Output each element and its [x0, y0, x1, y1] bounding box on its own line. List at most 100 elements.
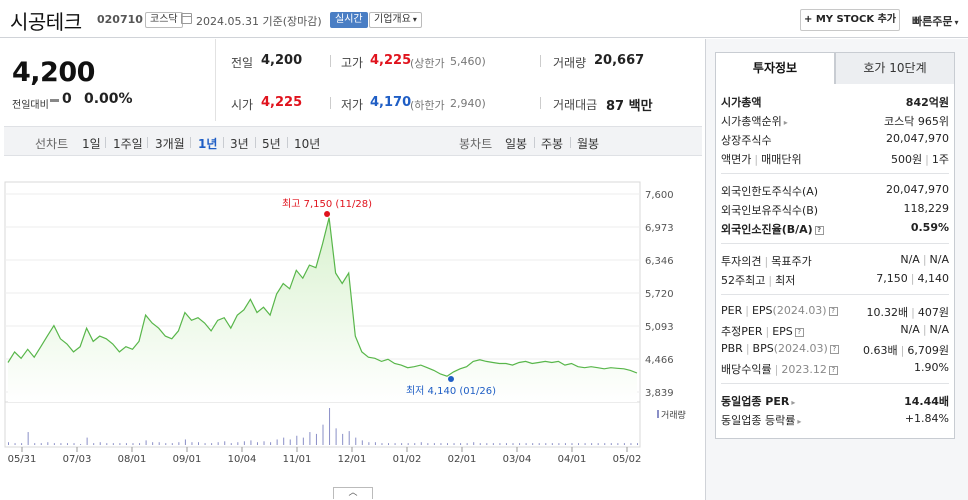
change-label: 전일대비 [12, 100, 49, 111]
volume-bar [106, 443, 108, 445]
caret-right-icon[interactable]: ▸ [791, 398, 796, 407]
low-label: 저가 [341, 98, 364, 112]
candle-chart-label: 봉차트 [459, 137, 493, 151]
company-info-label: 기업개요 [374, 14, 411, 25]
open-label: 시가 [231, 98, 254, 112]
candle-weekly[interactable]: 주봉 [541, 137, 564, 151]
industry-per-value: 14.44배 [904, 395, 949, 408]
upper-limit-label: (상한가 [410, 57, 445, 70]
x-tick-label: 11/01 [283, 454, 312, 465]
volume-label: 거래량 [553, 56, 587, 70]
per-label: PER [721, 304, 743, 317]
volume-bar [394, 443, 396, 445]
par-value: 500원 [891, 153, 923, 166]
est-per-row: 추정PER | EPS? N/A | N/A [721, 323, 949, 338]
caret-right-icon[interactable]: ▸ [783, 118, 788, 127]
help-icon[interactable]: ? [794, 327, 804, 337]
volume-bar [420, 442, 422, 445]
y-tick-label: 7,600 [645, 190, 674, 201]
market-badge: 코스닥 [145, 12, 183, 28]
period-5y[interactable]: 5년 [262, 137, 281, 151]
volume-bar [551, 443, 553, 445]
foreign-ratio-row: 외국인소진율(B/A)? 0.59% [721, 219, 949, 237]
foreign-limit-row: 외국인한도주식수(A) 20,047,970 [721, 181, 949, 199]
tab-investment-info[interactable]: 투자정보 [715, 52, 835, 85]
volume-bar [158, 442, 160, 445]
realtime-button[interactable]: 실시간 [330, 12, 368, 28]
volume-bar [204, 443, 206, 445]
divider [534, 137, 535, 148]
volume-bar [348, 431, 350, 445]
trade-unit-value: 1주 [931, 153, 949, 166]
open-value: 4,225 [261, 95, 303, 110]
volume-bar [315, 433, 317, 445]
high-value: 4,225 [370, 53, 412, 68]
volume-bar [519, 443, 521, 445]
x-tick-label: 05/02 [613, 454, 642, 465]
add-mystock-button[interactable]: + MY STOCK 추가 [800, 9, 900, 31]
opinion-value: N/A [900, 253, 920, 266]
help-icon[interactable]: ? [828, 306, 838, 316]
x-tick-label: 03/04 [503, 454, 532, 465]
y-tick-label: 6,346 [645, 256, 674, 267]
volume-bar [486, 443, 488, 445]
volume-bar [388, 443, 390, 445]
period-1w[interactable]: 1주일 [113, 137, 143, 151]
divider [721, 294, 949, 295]
prev-close-label: 전일 [231, 56, 254, 70]
flat-icon [50, 99, 59, 102]
y-tick-label: 4,466 [645, 355, 674, 366]
volume-bar [125, 443, 127, 445]
industry-change-value: +1.84% [904, 412, 949, 425]
company-info-dropdown[interactable]: 기업개요 ▾ [369, 12, 422, 28]
help-icon[interactable]: ? [829, 344, 839, 354]
candle-daily[interactable]: 일봉 [505, 137, 528, 151]
volume-bar [270, 442, 272, 445]
volume-bar [460, 443, 462, 445]
volume-bar [361, 440, 363, 445]
period-1d[interactable]: 1일 [82, 137, 101, 151]
trade-value-label: 거래대금 [553, 98, 598, 112]
upper-limit-value: 5,460) [450, 55, 486, 68]
opinion-label: 투자의견 [721, 255, 762, 268]
volume-bar [40, 443, 42, 445]
volume-bar [99, 442, 101, 445]
volume-bar [355, 437, 357, 445]
x-tick-label: 10/04 [228, 454, 257, 465]
volume-bar [21, 443, 23, 445]
est-per-value: N/A [900, 323, 920, 336]
help-icon[interactable]: ? [814, 225, 824, 235]
period-1y[interactable]: 1년 [198, 137, 218, 151]
volume-bar [27, 432, 29, 445]
tab-order-book[interactable]: 호가 10단계 [835, 52, 955, 85]
market-cap-row: 시가총액 842억원 [721, 92, 949, 110]
foreign-hold-label: 외국인보유주식수(B) [721, 204, 819, 217]
x-tick-label: 04/01 [558, 454, 587, 465]
foreign-limit-value: 20,047,970 [886, 183, 949, 196]
period-3y[interactable]: 3년 [230, 137, 249, 151]
caret-right-icon[interactable]: ▸ [797, 417, 802, 426]
volume-bar [623, 443, 625, 445]
volume-bar [512, 443, 514, 445]
expand-chart-button[interactable]: ︿ [333, 487, 373, 499]
period-3m[interactable]: 3개월 [155, 137, 185, 151]
quick-order-button[interactable]: 빠른주문 ▾ [912, 13, 959, 29]
bps-value: 6,709원 [907, 344, 949, 357]
per-eps-row: PER | EPS(2024.03)? 10.32배 | 407원 [721, 304, 949, 319]
volume-bar [191, 442, 193, 445]
volume-bar [446, 443, 448, 445]
volume-bar [466, 443, 468, 445]
max-label: 최고 7,150 (11/28) [282, 198, 372, 210]
current-price: 4,200 [12, 57, 95, 88]
volume-bar [525, 443, 527, 445]
industry-per-row: 동일업종 PER ▸ 14.44배 [721, 391, 949, 409]
x-tick-label: 05/31 [8, 454, 37, 465]
volume-bar [637, 443, 638, 445]
candle-monthly[interactable]: 월봉 [577, 137, 600, 151]
volume-bar [532, 443, 534, 445]
divider [330, 55, 331, 67]
help-icon[interactable]: ? [828, 365, 838, 375]
volume-bar [401, 443, 403, 445]
volume-bar [283, 437, 285, 445]
period-10y[interactable]: 10년 [294, 137, 321, 151]
